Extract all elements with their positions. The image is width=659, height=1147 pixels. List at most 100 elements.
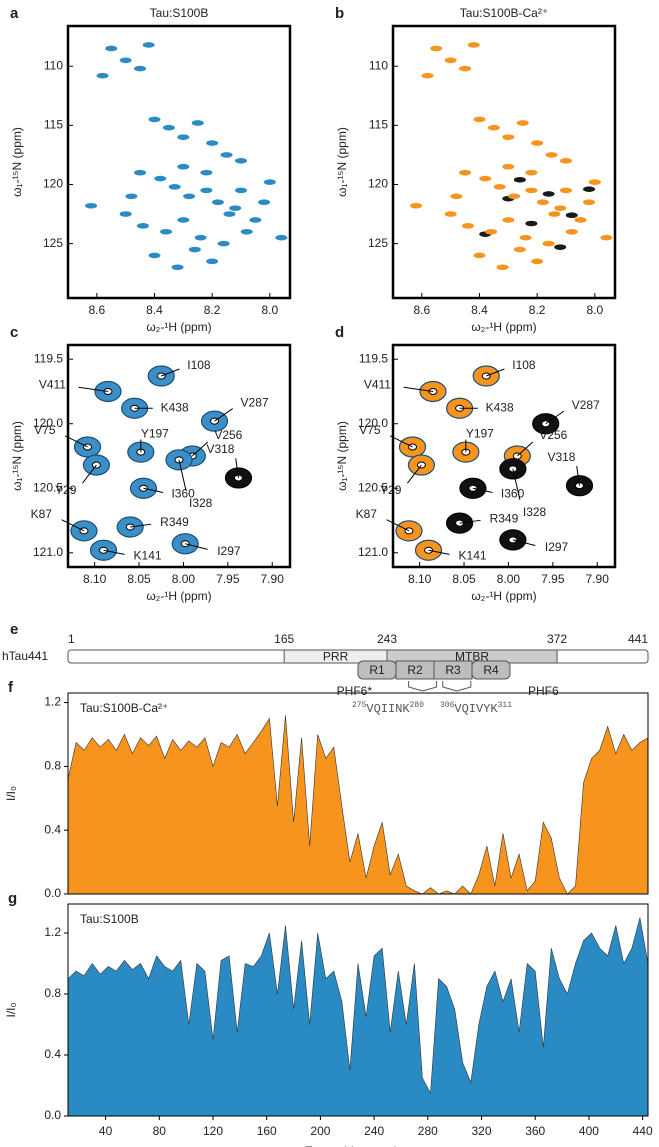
- peak-label: I108: [187, 358, 211, 372]
- plot-frame: [66, 343, 292, 569]
- leader-line: [403, 386, 434, 392]
- y-tick-label: 121.0: [358, 545, 388, 559]
- peak: [485, 228, 498, 235]
- peak: [177, 217, 190, 223]
- y-tick-label: 120.0: [358, 416, 388, 430]
- motif-start: 306: [440, 701, 455, 710]
- area: [68, 917, 648, 1116]
- y-tick-label: 1.2: [44, 695, 61, 709]
- peak: [183, 193, 196, 200]
- y-tick-label: 1.2: [44, 925, 61, 939]
- y-tick-label: 120: [368, 177, 388, 191]
- residue-number: 243: [377, 632, 397, 646]
- x-tick-label: 8.4: [471, 303, 488, 317]
- peak: [191, 120, 204, 126]
- y-tick-label: 110: [369, 58, 388, 72]
- y-tick-label: 0.4: [44, 1047, 61, 1061]
- peak-label: I328: [189, 496, 213, 510]
- motif-end: 280: [410, 701, 425, 710]
- x-axis-label: ω₂-¹H (ppm): [471, 320, 536, 334]
- y-axis-label: ω₁-¹⁵N (ppm): [335, 421, 349, 491]
- peak: [188, 246, 201, 253]
- x-tick-label: 8.6: [413, 303, 430, 317]
- peak: [450, 193, 463, 200]
- peak-label: V411: [39, 378, 66, 392]
- peak: [421, 72, 434, 79]
- leader-line: [516, 441, 534, 457]
- peak: [206, 258, 219, 265]
- peak: [461, 223, 474, 229]
- x-tick-label: 7.90: [586, 572, 610, 586]
- peak: [574, 217, 587, 223]
- peak: [200, 187, 213, 194]
- y-axis-label: ω₁-¹⁵N (ppm): [10, 421, 24, 491]
- x-tick-label: 8.10: [408, 572, 432, 586]
- peak: [502, 134, 515, 140]
- peak: [148, 252, 161, 259]
- x-tick-label: 8.4: [146, 303, 163, 317]
- leader-line: [143, 487, 164, 493]
- leader-line: [545, 410, 565, 425]
- peak-label: K438: [486, 400, 514, 414]
- y-tick-label: 120.5: [33, 480, 63, 494]
- leader-line: [214, 408, 234, 422]
- plot-frame: [67, 903, 649, 1117]
- motif-bracket: [408, 681, 438, 692]
- peak: [548, 211, 561, 217]
- y-tick-label: 110: [44, 58, 63, 72]
- x-axis-label: ω₂-¹H (ppm): [146, 320, 211, 334]
- peak: [493, 184, 506, 190]
- peak: [479, 175, 492, 182]
- peak: [105, 45, 118, 52]
- y-axis-label: ω₁-¹⁵N (ppm): [335, 127, 349, 197]
- leader-line: [130, 523, 152, 528]
- leader-line: [512, 468, 521, 500]
- peak-label: V411: [364, 378, 391, 392]
- x-tick-label: 280: [418, 1124, 438, 1138]
- repeat-label: R1: [369, 663, 385, 677]
- y-tick-label: 0.8: [44, 986, 61, 1000]
- peak: [240, 228, 253, 235]
- leader-line: [78, 386, 109, 392]
- y-tick-label: 0.0: [44, 886, 61, 900]
- plot-frame: [391, 343, 617, 569]
- peak: [473, 116, 486, 123]
- peak: [154, 175, 167, 182]
- peak: [444, 211, 457, 217]
- x-tick-label: 8.6: [88, 303, 105, 317]
- peak: [85, 202, 98, 209]
- y-tick-label: 120: [43, 177, 63, 191]
- plot-frame: [66, 24, 292, 300]
- peak: [430, 45, 443, 52]
- x-tick-label: 8.2: [529, 303, 546, 317]
- peak: [542, 191, 555, 197]
- y-axis-label: ω₁-¹⁵N (ppm): [10, 127, 24, 197]
- peak: [220, 152, 233, 158]
- plot-frame: [67, 692, 649, 895]
- chart-title: Tau:S100B-Ca²⁺: [80, 701, 168, 715]
- peak-label: Y29: [55, 483, 77, 497]
- x-tick-label: 320: [472, 1124, 492, 1138]
- x-tick-label: 440: [633, 1124, 653, 1138]
- peak-label: K438: [161, 400, 189, 414]
- peak: [234, 158, 247, 164]
- peak-label: I297: [217, 544, 241, 558]
- plot-frame: [391, 24, 617, 300]
- peak: [444, 57, 457, 64]
- peak-label: I360: [501, 486, 525, 500]
- motif-sequence: 306VQIVYK311: [440, 701, 512, 716]
- peak-label: K87: [31, 507, 53, 521]
- x-axis-label: ω₂-¹H (ppm): [146, 589, 211, 603]
- motif-bracket: [442, 681, 472, 692]
- panel-letter: g: [8, 890, 17, 907]
- peak: [223, 211, 236, 217]
- peak: [542, 240, 555, 247]
- peak: [565, 212, 578, 219]
- x-tick-label: 80: [153, 1124, 167, 1138]
- peak: [148, 116, 161, 123]
- motif-sequence: 275VQIINK280: [352, 701, 424, 716]
- peak: [600, 234, 613, 241]
- peak: [200, 169, 213, 176]
- peak: [508, 193, 521, 200]
